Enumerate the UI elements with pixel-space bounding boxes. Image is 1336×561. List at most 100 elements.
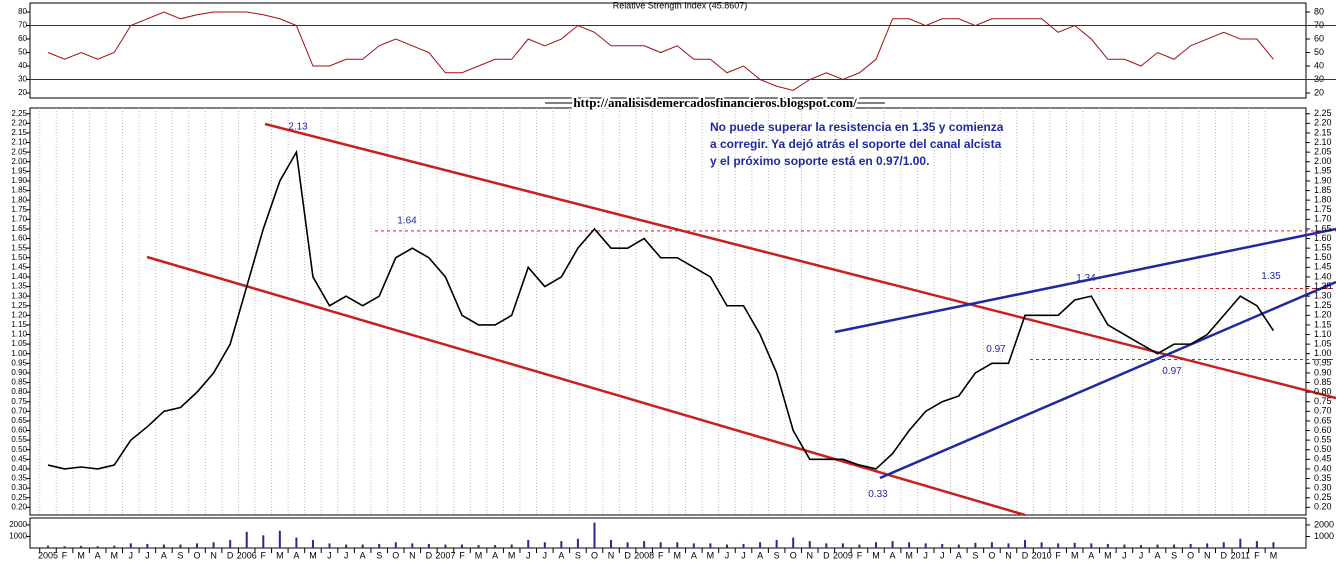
x-tick-label: 2009: [833, 550, 853, 560]
y-tick-label: 2.25: [1314, 108, 1332, 118]
x-tick-label: J: [940, 550, 945, 560]
y-tick-label: 1.85: [11, 186, 27, 195]
y-tick-label: 60: [1314, 33, 1324, 43]
y-tick-label: 0.40: [1314, 463, 1332, 473]
volume-bar: [1206, 543, 1209, 548]
x-tick-label: O: [392, 550, 399, 560]
y-tick-label: 2.20: [11, 118, 27, 127]
x-tick-label: 2005: [38, 550, 58, 560]
y-tick-label: 1.90: [1314, 175, 1332, 185]
volume-bar: [47, 545, 49, 548]
y-tick-label: 0.60: [11, 426, 27, 435]
x-tick-label: M: [110, 550, 118, 560]
y-tick-label: 2.00: [1314, 156, 1332, 166]
volume-bar: [1123, 544, 1126, 548]
volume-bar: [891, 541, 894, 548]
level-label: 1.64: [397, 216, 417, 227]
x-tick-label: F: [62, 550, 68, 560]
y-tick-label: 0.50: [11, 445, 27, 454]
x-tick-label: J: [1139, 550, 1144, 560]
trendlines: [146, 122, 1336, 517]
volume-bar: [924, 543, 927, 548]
x-tick-label: M: [1104, 550, 1112, 560]
y-tick-label: 1.10: [1314, 329, 1332, 339]
y-tick-label: 2.20: [1314, 118, 1332, 128]
y-tick-label: 30: [18, 75, 27, 84]
trendline: [879, 280, 1336, 480]
volume-bar: [361, 544, 364, 548]
volume-bar: [841, 543, 844, 548]
y-tick-label: 1.70: [11, 214, 27, 223]
volume-bar: [1239, 538, 1242, 548]
x-tick-label: M: [905, 550, 913, 560]
x-tick-label: A: [1155, 550, 1161, 560]
y-tick-label: 0.75: [1314, 396, 1332, 406]
y-tick-label: 0.35: [1314, 473, 1332, 483]
y-tick-label: 50: [18, 48, 27, 57]
price-line: [47, 149, 1275, 470]
volume-bar: [494, 545, 497, 548]
x-tick-label: M: [309, 550, 317, 560]
volume-bar: [245, 531, 248, 548]
y-tick-label: 1.95: [11, 166, 27, 175]
y-tick-label: 0.20: [11, 502, 27, 511]
volume-bar: [643, 541, 646, 548]
x-tick-label: J: [526, 550, 531, 560]
volume-bar: [576, 538, 579, 548]
volume-bar: [461, 544, 463, 548]
x-tick-label: J: [327, 550, 332, 560]
comment-line: No puede superar la resistencia en 1.35 …: [710, 120, 1004, 134]
x-tick-label: N: [1005, 550, 1012, 560]
volume-bar: [278, 530, 281, 548]
volume-bar: [676, 542, 679, 548]
y-tick-label: 1.45: [1314, 262, 1332, 272]
y-tick-label: 20: [18, 88, 27, 97]
volume-bar: [543, 542, 546, 548]
volume-bar: [411, 543, 414, 548]
volume-bar: [560, 541, 563, 548]
y-tick-label: 0.30: [11, 483, 27, 492]
x-tick-label: A: [492, 550, 498, 560]
volume-bar: [1156, 544, 1159, 548]
y-tick-label: 2.10: [1314, 137, 1332, 147]
x-tick-label: F: [261, 550, 267, 560]
y-tick-label: 1.10: [11, 330, 27, 339]
y-tick-label: 0.50: [1314, 444, 1332, 454]
y-tick-label: 60: [18, 34, 27, 43]
volume-bar: [1024, 539, 1027, 548]
volume-bar: [146, 543, 149, 548]
y-tick-label: 0.20: [1314, 502, 1332, 512]
y-tick-label: 0.70: [1314, 406, 1332, 416]
y-tick-label: 1.80: [11, 195, 27, 204]
x-tick-label: O: [591, 550, 598, 560]
y-tick-label: 0.65: [1314, 415, 1332, 425]
x-tick-label: F: [658, 550, 664, 560]
volume-bar: [477, 545, 480, 548]
volume-bar: [1222, 542, 1225, 548]
comment-line: y el próximo soporte está en 0.97/1.00.: [710, 154, 929, 168]
x-tick-label: N: [1204, 550, 1211, 560]
x-tick-label: D: [823, 550, 830, 560]
x-tick-label: D: [1022, 550, 1029, 560]
x-tick-label: J: [725, 550, 730, 560]
y-tick-label: 0.40: [11, 464, 27, 473]
level-label: 0.97: [1162, 366, 1182, 377]
y-tick-label: 1.30: [11, 291, 27, 300]
volume-bar: [295, 537, 298, 548]
y-tick-label: 0.45: [1314, 454, 1332, 464]
url: http://analisisdemercadosfinancieros.blo…: [573, 95, 857, 110]
x-tick-label: J: [344, 550, 349, 560]
volume-bar: [775, 539, 778, 548]
volume-bar: [196, 543, 199, 548]
y-tick-label: 0.90: [11, 368, 27, 377]
y-tick-label: 1.80: [1314, 195, 1332, 205]
y-tick-label: 2.05: [1314, 147, 1332, 157]
x-tick-label: S: [177, 550, 183, 560]
y-tick-label: 1.25: [11, 301, 27, 310]
y-tick-label: 0.95: [1314, 358, 1332, 368]
x-tick-label: F: [1055, 550, 1061, 560]
trendline: [834, 227, 1336, 334]
y-tick-label: 1.35: [1314, 281, 1332, 291]
y-tick-label: 2.05: [11, 147, 27, 156]
